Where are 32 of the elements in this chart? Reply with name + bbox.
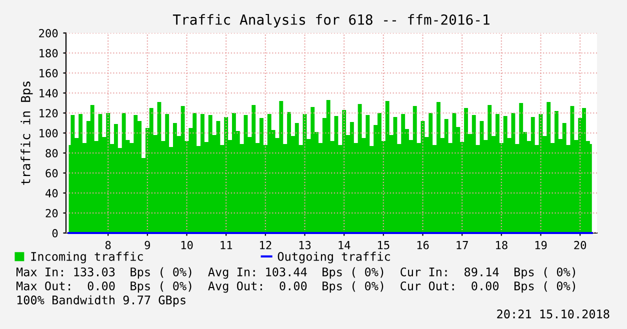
x-tick-label: 15 [378, 241, 390, 250]
x-tick-label: 9 [144, 240, 150, 250]
y-tick-label: 60 [46, 169, 58, 178]
y-axis-title: traffic in Bps [20, 82, 33, 185]
y-tick-label: 180 [40, 49, 58, 58]
x-tick-label: 14 [338, 241, 350, 250]
x-tick-label: 17 [456, 241, 468, 250]
y-tick-label: 140 [40, 89, 58, 98]
chart-title: Traffic Analysis for 618 -- ffm-2016-1 [172, 14, 490, 28]
legend-label: Outgoing traffic [278, 252, 390, 264]
text: 100% Bandwidth 9.77 GBps [17, 295, 186, 307]
x-tick-label: 12 [260, 240, 272, 250]
y-tick-label: 0 [52, 229, 58, 238]
y-tick-label: 120 [40, 109, 58, 118]
text: 20:21 15.10.2018 [497, 310, 610, 318]
x-tick-label: 19 [535, 240, 547, 250]
x-tick-label: 8 [105, 240, 111, 250]
y-tick-label: 100 [40, 129, 58, 138]
text: Max Out: 0.00 Bps ( 0%) Avg Out: 0.00 Bps ( 0%) Cur Out: 0.00 Bps ( 0%) [16, 281, 576, 293]
legend-label: Incoming traffic [31, 252, 143, 264]
x-tick-label: 13 [299, 240, 311, 250]
y-tick-label: 160 [40, 69, 58, 78]
x-tick-label: 10 [181, 240, 193, 250]
x-tick-label: 16 [417, 240, 429, 250]
x-tick-label: 20 [574, 240, 586, 250]
text: Max In: 133.03 Bps ( 0%) Avg In: 103.44 Bps ( 0%) Cur In: 89.14 Bps ( 0%) [16, 267, 576, 279]
x-tick-label: 11 [220, 241, 232, 250]
y-tick-label: 80 [46, 149, 58, 158]
y-tick-label: 200 [39, 29, 58, 38]
x-tick-label: 18 [496, 240, 508, 250]
y-tick-label: 40 [46, 189, 58, 198]
y-tick-label: 20 [46, 209, 58, 218]
